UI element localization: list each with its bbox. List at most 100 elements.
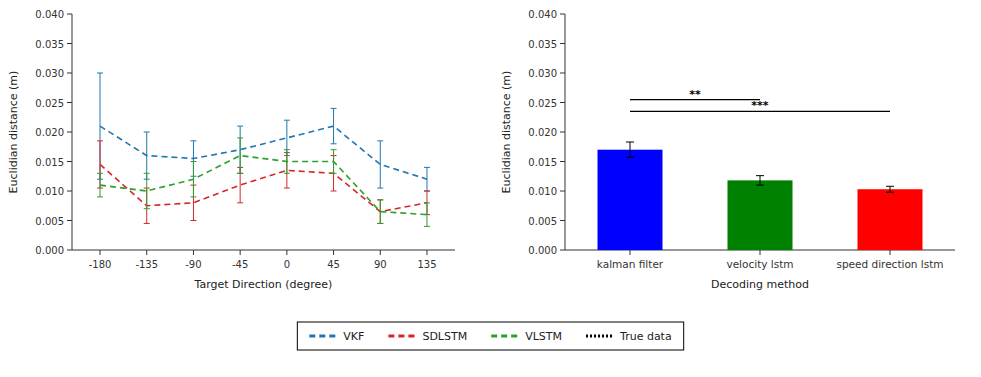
x-tick [193,250,194,255]
error-bar [190,162,196,197]
plot-data [97,73,430,226]
legend-item: True data [586,330,672,343]
x-tick-label: kalman filter [597,258,664,270]
y-tick-label: 0.015 [35,157,64,168]
legend-item: VKF [309,330,364,343]
y-tick-label: 0.035 [528,39,557,50]
error-bar [424,167,430,191]
x-tick-label: -90 [185,259,201,270]
error-bar [331,150,337,174]
y-tick-label: 0.015 [528,157,557,168]
y-tick [67,43,72,44]
y-axis: 0.000 0.005 0.010 0.015 0.020 0.025 0.030 0.035… [500,9,565,256]
y-tick [560,250,565,251]
error-bar [424,203,430,227]
error-bar [97,173,103,197]
legend-swatch [586,335,614,338]
y-tick [560,191,565,192]
x-tick-label: velocity lstm [726,258,793,270]
y-axis: 0.0000.0050.0100.0150.0200.0250.0300.035… [7,9,72,256]
bar [598,150,663,250]
x-axis-label: Target Direction (degree) [194,278,333,291]
error-bar [756,176,764,185]
y-tick-label: 0.010 [528,186,557,197]
y-axis-label: Euclidian distance (m) [7,71,20,194]
legend-label: VLSTM [525,330,562,343]
x-tick [100,250,101,255]
error-bar [144,173,150,208]
significance-label: *** [751,99,769,112]
x-tick [240,250,241,255]
y-tick-label: 0.040 [528,9,557,20]
y-tick-label: 0.025 [35,98,64,109]
y-tick [67,132,72,133]
legend-swatch [491,335,519,338]
error-bar [237,126,243,173]
error-bar [144,132,150,179]
y-tick-label: 0.030 [35,68,64,79]
x-axis-line [72,250,455,251]
legend-label: VKF [343,330,364,343]
y-tick [67,102,72,103]
y-tick-label: 0.005 [528,216,557,227]
y-tick-label: 0.000 [528,245,557,256]
y-tick [67,250,72,251]
series-line [100,126,427,179]
y-tick-label: 0.010 [35,186,64,197]
y-tick-label: 0.035 [35,39,64,50]
x-axis: kalman filter velocity lstm speed directio… [565,250,955,291]
x-tick [146,250,147,255]
x-tick [890,250,891,255]
error-bar [626,142,634,157]
legend: VKF SDLSTM VLSTM True data [297,322,683,350]
x-tick-label: speed direction lstm [836,258,943,270]
series-line [100,156,427,215]
y-tick-label: 0.000 [35,245,64,256]
x-tick [426,250,427,255]
legend-item: SDLSTM [388,330,467,343]
y-tick [560,43,565,44]
legend-label: SDLSTM [422,330,467,343]
legend-swatch [388,335,416,338]
y-tick-label: 0.020 [35,127,64,138]
legend-label: True data [619,330,672,343]
x-tick [760,250,761,255]
y-tick [560,14,565,15]
y-tick [67,14,72,15]
error-bar [377,200,383,224]
significance-label: ** [689,88,701,101]
error-bar [377,141,383,188]
x-tick-label: 135 [417,259,436,270]
y-tick [560,161,565,162]
y-tick [560,73,565,74]
x-tick-label: 90 [374,259,387,270]
y-tick-label: 0.025 [528,98,557,109]
bar [858,189,923,250]
x-tick [333,250,334,255]
x-tick-label: -45 [232,259,248,270]
x-tick-label: -180 [89,259,112,270]
x-axis-label: Decoding method [711,278,809,291]
x-tick [286,250,287,255]
y-tick-label: 0.040 [35,9,64,20]
x-tick [380,250,381,255]
x-tick-label: 0 [284,259,290,270]
y-tick [67,220,72,221]
x-tick-label: -135 [135,259,158,270]
y-tick-label: 0.030 [528,68,557,79]
background [0,0,981,377]
bar [728,180,793,250]
y-tick [67,161,72,162]
error-bar [331,108,337,143]
x-tick [630,250,631,255]
y-tick-label: 0.020 [528,127,557,138]
y-tick [67,191,72,192]
legend-box [297,322,683,350]
y-axis-label: Euclidian distance (m) [500,71,513,194]
plot-data [598,100,923,250]
error-bar [284,150,290,174]
y-tick [560,102,565,103]
y-tick [560,132,565,133]
y-tick [67,73,72,74]
y-tick [560,220,565,221]
